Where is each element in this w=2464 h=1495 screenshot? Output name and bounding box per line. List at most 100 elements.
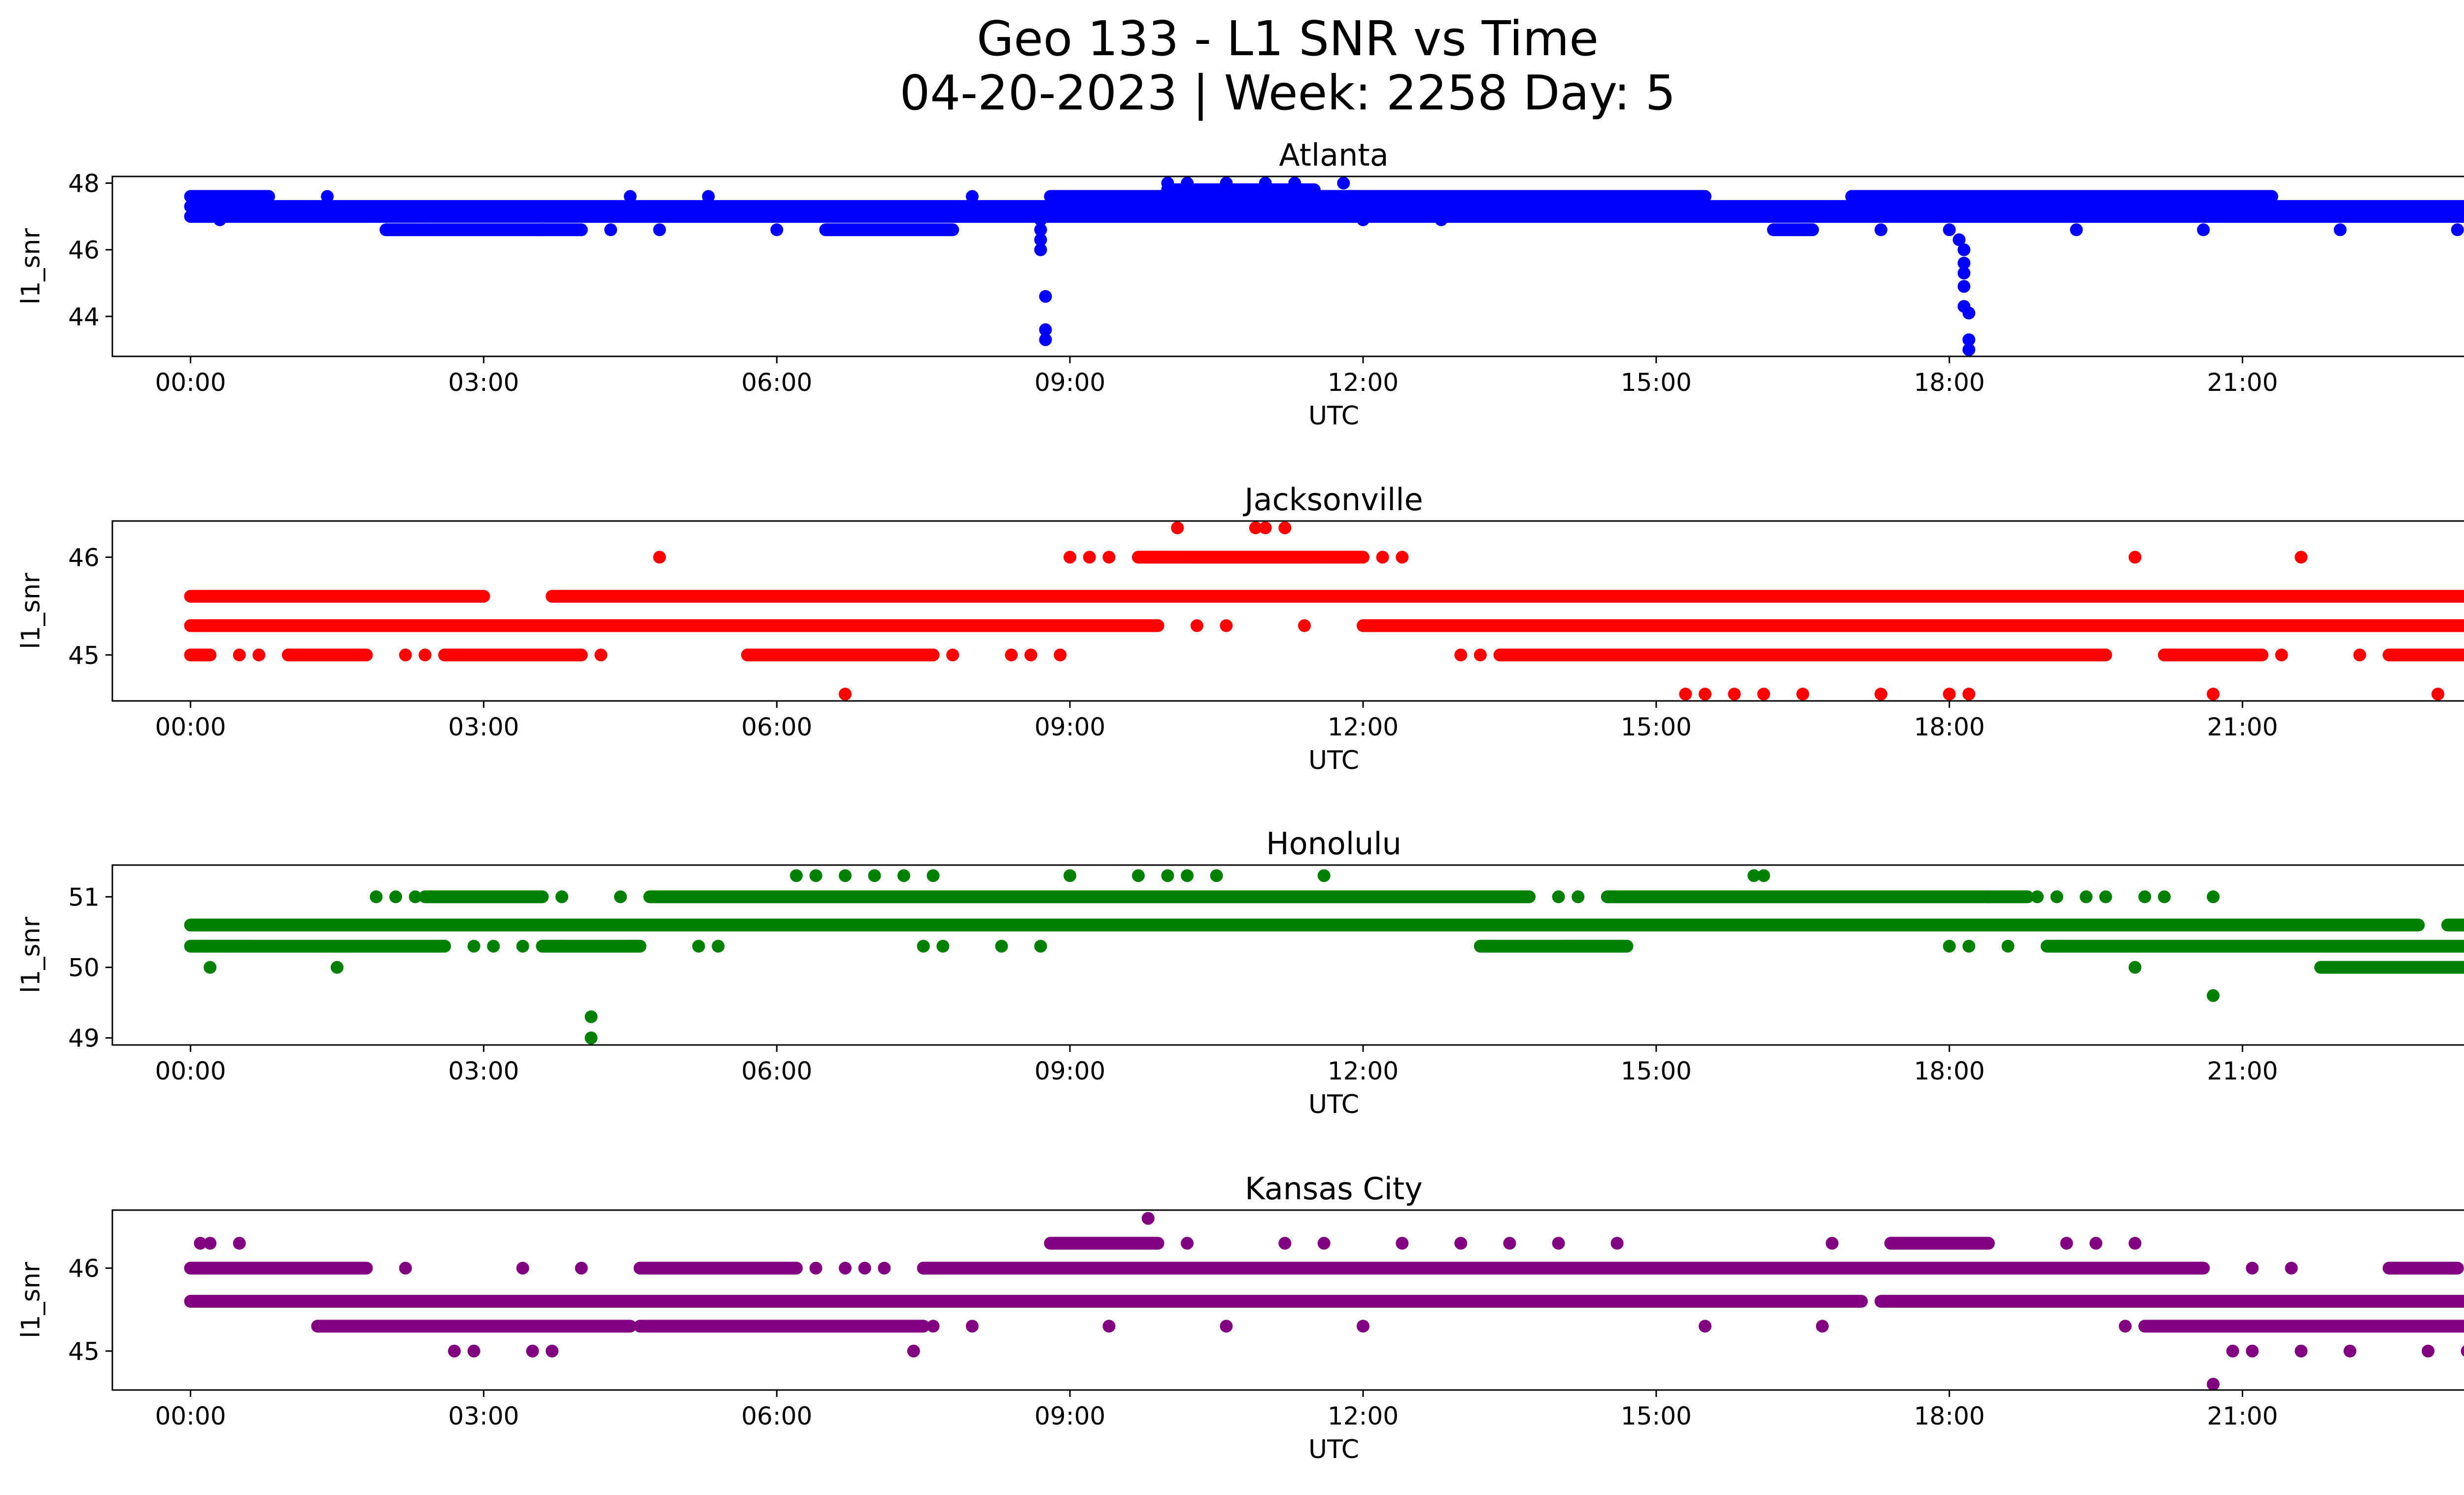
x-tick-label: 21:00 (2207, 1402, 2278, 1430)
data-point-17 (1249, 521, 1262, 534)
data-point-3 (418, 223, 432, 237)
x-tick-label: 12:00 (1328, 1402, 1399, 1430)
data-point-7 (526, 1344, 539, 1357)
y-axis-label: l1_snr (16, 228, 46, 305)
data-point-37 (2353, 648, 2366, 661)
x-tick-label: 03:00 (448, 1402, 519, 1430)
data-point-22 (1317, 1237, 1331, 1250)
data-point-2 (389, 223, 403, 237)
x-axis-label: UTC (1308, 1435, 1359, 1464)
data-point-15 (1039, 290, 1052, 303)
data-point-44 (2157, 890, 2171, 904)
x-tick-label: 06:00 (741, 1402, 812, 1430)
data-point-11 (1063, 551, 1077, 564)
y-tick-label: 51 (68, 883, 100, 911)
data-point-24 (1063, 869, 1077, 882)
data-point-35 (2119, 1320, 2132, 1333)
data-point-13 (712, 939, 725, 953)
y-tick-label: 46 (68, 543, 100, 572)
data-point-10 (584, 1031, 598, 1044)
y-tick-label: 46 (68, 236, 100, 265)
data-point-18 (1141, 1212, 1155, 1225)
data-point-40 (2080, 890, 2093, 904)
data-point-1 (204, 1237, 217, 1250)
panel-1: Jacksonville 00:00 03:00 06:00 09:00 12:00 15:… (16, 482, 2464, 775)
x-tick-label: 12:00 (1328, 368, 1399, 397)
data-point-38 (2031, 890, 2044, 904)
data-point-42 (2128, 961, 2142, 974)
data-point-17 (1039, 333, 1052, 347)
data-point-10 (965, 190, 979, 203)
data-point-33 (1957, 280, 1971, 293)
data-point-11 (1034, 213, 1047, 226)
data-point-36 (1962, 333, 1976, 347)
data-point-22 (995, 939, 1008, 953)
data-point-24 (1356, 213, 1369, 226)
data-point-23 (1034, 939, 1047, 953)
data-point-4 (594, 648, 608, 661)
data-point-16 (1220, 619, 1233, 632)
plot-frame (111, 520, 2464, 702)
data-point-10 (809, 1261, 822, 1275)
x-tick-label: 15:00 (1621, 1057, 1692, 1085)
x-tick-label: 03:00 (448, 1057, 519, 1085)
data-series (184, 869, 2464, 1044)
data-point-38 (2431, 688, 2445, 701)
chart-panels: Atlanta 00:00 03:00 06:00 09:00 12:00 15:00 18:… (16, 137, 2464, 1464)
data-point-37 (2001, 939, 2015, 953)
panel-2: Honolulu 00:00 03:00 06:00 09:00 12:00 15:00 18… (16, 826, 2464, 1119)
y-tick-label: 50 (68, 954, 100, 982)
data-point-33 (2128, 551, 2142, 564)
data-point-20 (1220, 176, 1233, 190)
data-point-14 (1034, 243, 1047, 256)
data-point-11 (839, 1261, 852, 1275)
data-point-13 (878, 1261, 891, 1275)
data-point-26 (1161, 869, 1174, 882)
data-point-15 (926, 1320, 940, 1333)
data-point-15 (1190, 619, 1203, 632)
data-point-22 (1288, 176, 1301, 190)
y-tick-label: 46 (68, 1254, 100, 1283)
data-point-37 (2226, 1344, 2239, 1357)
x-tick-label: 00:00 (155, 713, 226, 741)
data-point-34 (2128, 1237, 2142, 1250)
plot-frame (111, 864, 2464, 1046)
data-point-45 (2207, 989, 2220, 1002)
x-tick-label: 21:00 (2207, 368, 2278, 397)
data-point-30 (1552, 890, 1565, 904)
data-point-6 (839, 688, 852, 701)
data-series (184, 521, 2464, 701)
x-tick-label: 03:00 (448, 713, 519, 741)
data-point-9 (770, 223, 784, 237)
x-axis-label: UTC (1308, 401, 1359, 431)
data-point-0 (233, 648, 246, 661)
data-point-0 (204, 961, 217, 974)
data-point-37 (1962, 343, 1976, 356)
x-tick-label: 03:00 (448, 368, 519, 397)
data-point-8 (1005, 648, 1018, 661)
data-point-10 (1054, 648, 1067, 661)
panel-3: Kansas City 00:00 03:00 06:00 09:00 12:00 15:0… (16, 1171, 2464, 1464)
panel-title: Kansas City (1245, 1171, 1423, 1207)
x-tick-label: 09:00 (1034, 368, 1105, 397)
data-point-27 (1728, 688, 1741, 701)
data-point-4 (536, 223, 549, 237)
data-point-19 (1181, 1237, 1194, 1250)
data-point-6 (516, 1261, 529, 1275)
data-point-12 (858, 1261, 871, 1275)
plot-frame (111, 175, 2464, 357)
x-tick-label: 00:00 (155, 368, 226, 397)
data-point-9 (584, 1010, 598, 1023)
x-tick-label: 18:00 (1914, 1057, 1985, 1085)
x-tick-label: 06:00 (741, 368, 812, 397)
data-point-32 (1957, 267, 1971, 280)
data-series (184, 176, 2464, 356)
data-point-36 (2207, 1378, 2220, 1391)
data-point-36 (1982, 890, 1995, 904)
data-point-16 (1039, 323, 1052, 336)
x-tick-label: 18:00 (1914, 1402, 1985, 1430)
data-point-25 (1679, 688, 1692, 701)
data-point-24 (1396, 1237, 1409, 1250)
data-point-2 (370, 890, 383, 904)
plot-frame (111, 1209, 2464, 1391)
